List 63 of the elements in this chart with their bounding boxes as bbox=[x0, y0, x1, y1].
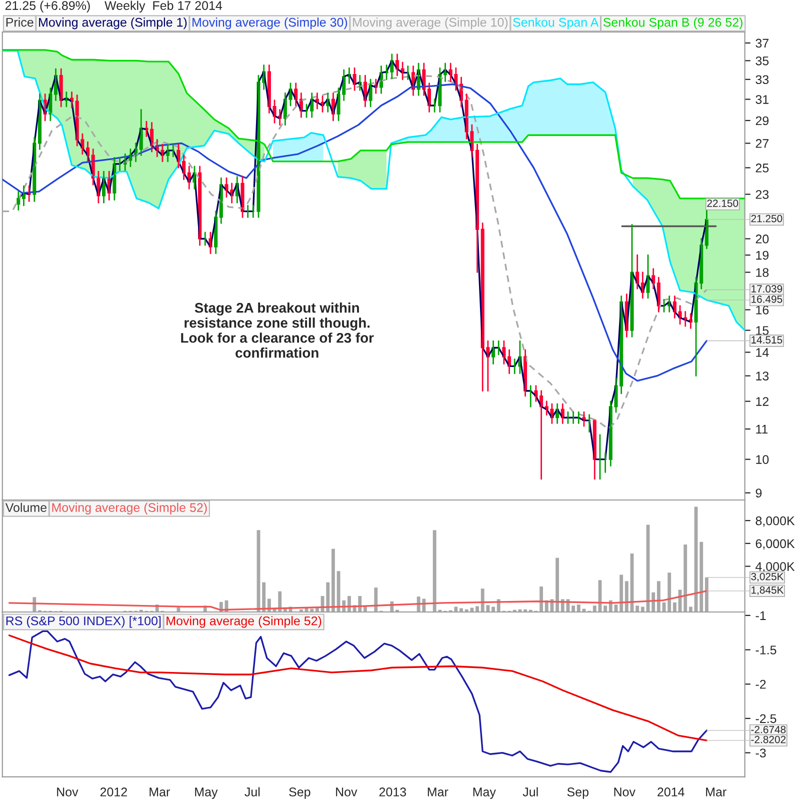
y-tick-label: 33 bbox=[756, 75, 769, 84]
annotation: Stage 2A breakout within resistance zone still though. Look for a clearance of 23 for confirmation bbox=[181, 302, 374, 358]
y-tick-label: 35 bbox=[756, 56, 769, 66]
legend-title: Price bbox=[6, 18, 34, 27]
y-tick-label: 16 bbox=[756, 306, 769, 314]
x-tick-label: Sep bbox=[567, 788, 588, 799]
y-tick-label: 31 bbox=[756, 95, 769, 104]
x-tick-label: Mar bbox=[150, 788, 170, 796]
y-tick-label: 23 bbox=[756, 190, 769, 199]
y-tick-label: 19 bbox=[756, 250, 769, 260]
annotation: 21.250 bbox=[751, 214, 782, 222]
x-tick-label: Nov bbox=[336, 788, 358, 796]
y-tick-label: 10 bbox=[756, 455, 769, 464]
text: Senkou Span B (9 26 52) bbox=[603, 18, 742, 30]
text: Senkou Span A bbox=[513, 18, 599, 30]
annotation: 16.495 bbox=[752, 295, 782, 303]
y-tick-label: -1 bbox=[756, 611, 766, 620]
x-tick-label: Nov bbox=[614, 788, 636, 796]
y-tick-label: 6,000K bbox=[756, 539, 795, 550]
y-tick-label: -2.5 bbox=[756, 714, 776, 724]
x-tick-label: 2012 bbox=[100, 788, 127, 796]
annotation: 17.039 bbox=[752, 285, 782, 293]
y-tick-label: 4,000K bbox=[756, 562, 795, 572]
legend-title: Volume bbox=[5, 502, 47, 512]
text: Moving average (Simple 30) bbox=[192, 18, 348, 30]
text: Moving average (Simple 52) bbox=[52, 502, 207, 514]
annotation: 22.150 bbox=[707, 200, 738, 207]
y-tick-label: 20 bbox=[756, 234, 769, 244]
chart-title: 21.25 (+6.89%) Weekly Feb 17 2014 bbox=[5, 0, 222, 12]
y-tick-label: 27 bbox=[756, 139, 768, 148]
x-tick-label: May bbox=[195, 788, 218, 799]
y-tick-label: 13 bbox=[756, 372, 769, 380]
y-tick-label: 37 bbox=[756, 38, 768, 48]
x-tick-label: May bbox=[473, 788, 496, 799]
y-tick-label: 25 bbox=[756, 164, 769, 172]
x-tick-label: Mar bbox=[706, 788, 726, 796]
y-tick-label: 14 bbox=[756, 348, 769, 357]
x-tick-label: 2013 bbox=[379, 788, 406, 796]
y-tick-label: -3 bbox=[756, 748, 766, 758]
y-tick-label: 15 bbox=[756, 326, 769, 335]
x-tick-label: Jul bbox=[244, 787, 260, 796]
y-tick-label: 29 bbox=[756, 116, 769, 126]
series-label: RS (S&P 500 INDEX) [*100] bbox=[6, 616, 161, 628]
y-tick-label: 8,000K bbox=[756, 516, 795, 527]
y-tick-label: 12 bbox=[756, 397, 768, 406]
annotation: 3,025K bbox=[751, 572, 784, 582]
annotation: -2.6748 bbox=[751, 726, 786, 734]
x-tick-label: 2014 bbox=[658, 788, 684, 796]
annotation: 14.515 bbox=[752, 336, 782, 344]
x-tick-label: Jul bbox=[522, 787, 538, 796]
y-tick-label: 11 bbox=[756, 424, 768, 434]
x-tick-label: Sep bbox=[289, 788, 310, 799]
y-tick-label: -1.5 bbox=[756, 646, 776, 654]
x-tick-label: Mar bbox=[428, 788, 448, 796]
y-tick-label: 9 bbox=[756, 488, 762, 498]
x-tick-label: Nov bbox=[57, 788, 78, 796]
text: Moving average (Simple 10) bbox=[353, 18, 508, 30]
y-tick-label: 18 bbox=[756, 268, 769, 277]
text: Moving average (Simple 1) bbox=[39, 18, 187, 30]
text: Moving average (Simple 52) bbox=[166, 616, 322, 628]
annotation: -2.8202 bbox=[751, 736, 786, 744]
annotation: 1,845K bbox=[752, 586, 784, 595]
y-tick-label: -2 bbox=[756, 680, 766, 689]
